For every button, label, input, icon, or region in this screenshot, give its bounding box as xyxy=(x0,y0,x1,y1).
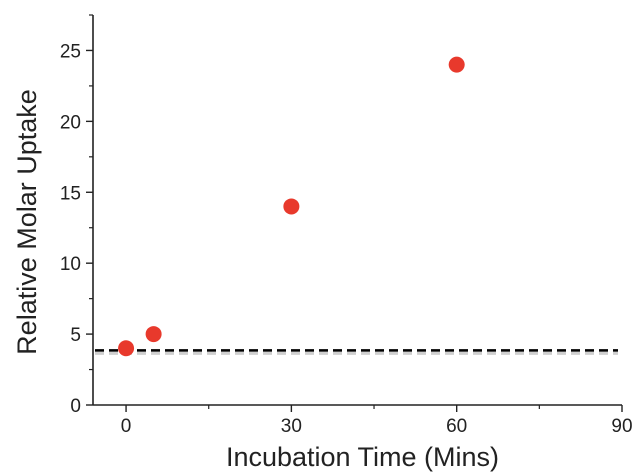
x-tick-label-60: 60 xyxy=(446,416,467,437)
y-tick-label-20: 20 xyxy=(60,112,81,133)
y-tick-label-15: 15 xyxy=(60,183,81,204)
x-tick-label-0: 0 xyxy=(121,416,132,437)
y-tick-label-5: 5 xyxy=(70,325,81,346)
data-point xyxy=(448,56,465,73)
x-tick-label-30: 30 xyxy=(281,416,302,437)
x-tick-label-90: 90 xyxy=(611,416,632,437)
data-point xyxy=(283,198,300,215)
x-axis-ticks: 0 30 60 90 xyxy=(121,405,633,437)
y-axis-ticks: 0 5 10 15 20 25 xyxy=(60,14,93,417)
data-point xyxy=(145,326,162,343)
y-tick-label-10: 10 xyxy=(60,254,81,275)
y-tick-label-25: 25 xyxy=(60,41,81,62)
axes xyxy=(92,15,622,406)
y-tick-label-0: 0 xyxy=(70,396,81,417)
reference-layer xyxy=(95,349,618,355)
y-axis-title: Relative Molar Uptake xyxy=(12,89,42,355)
data-points xyxy=(118,56,465,357)
x-axis-title: Incubation Time (Mins) xyxy=(226,442,499,472)
data-point xyxy=(118,340,135,357)
